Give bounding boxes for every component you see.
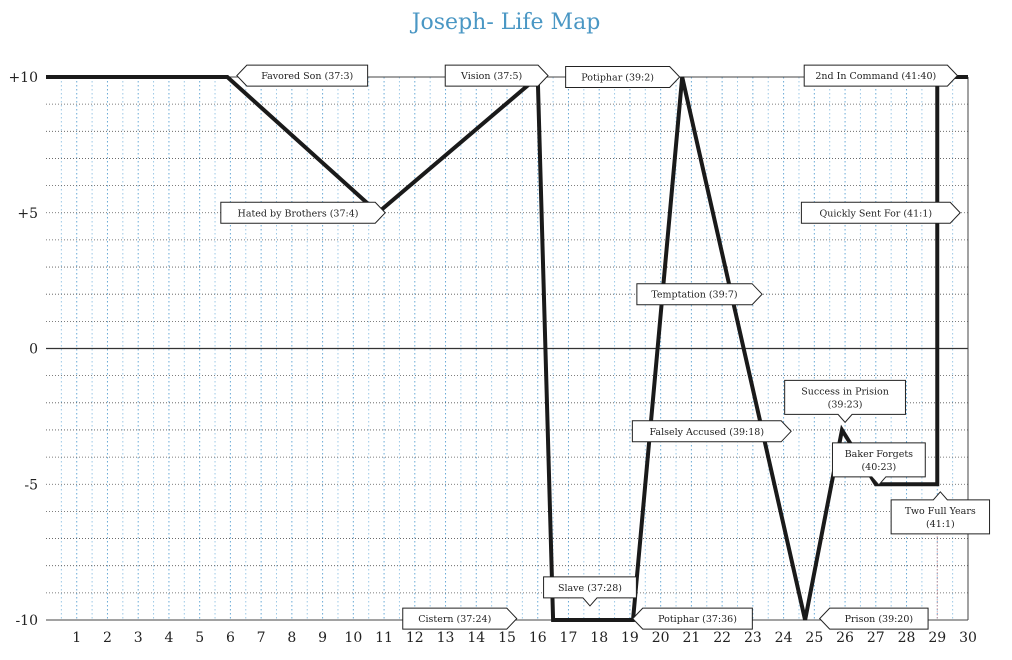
callout-label: (41:1) xyxy=(926,519,955,530)
callout-label: Quickly Sent For (41:1) xyxy=(819,208,932,219)
callout-box xyxy=(631,420,792,443)
annotation-callout: Falsely Accused (39:18) xyxy=(631,420,792,443)
callout-label: Slave (37:28) xyxy=(558,583,622,594)
annotation-callout: Cistern (37:24) xyxy=(402,607,518,630)
x-tick-label: 13 xyxy=(437,630,455,646)
x-tick-label: 5 xyxy=(195,630,204,646)
callout-box xyxy=(636,283,763,306)
callout-box xyxy=(784,379,906,424)
annotation-callout: Quickly Sent For (41:1) xyxy=(800,201,961,224)
callout-box xyxy=(831,442,926,486)
callout-box xyxy=(803,64,959,87)
axis-layer: +10+50-5-101 2 3 4 5 6 7 8 9 10 11 12 13 14 15 16 17 18 19… xyxy=(8,70,976,646)
y-tick-label: -5 xyxy=(24,477,38,493)
x-tick-label: 10 xyxy=(344,630,362,646)
callout-box xyxy=(444,64,549,87)
x-tick-label: 1 xyxy=(72,630,81,646)
x-tick-label: 14 xyxy=(467,630,485,646)
x-tick-label: 29 xyxy=(928,630,946,646)
callout-label: Hated by Brothers (37:4) xyxy=(238,208,359,219)
x-tick-label: 16 xyxy=(529,630,547,646)
annotation-callout: Vision (37:5) xyxy=(444,64,549,87)
callout-box xyxy=(220,201,386,224)
callout-box xyxy=(543,576,637,607)
callout-label: Two Full Years xyxy=(905,506,976,517)
callout-box xyxy=(565,66,681,88)
x-tick-label: 27 xyxy=(867,630,885,646)
annotation-callout: Two Full Years (41:1) xyxy=(890,491,991,535)
x-tick-label: 24 xyxy=(775,630,793,646)
x-tick-label: 7 xyxy=(257,630,266,646)
callout-label: Vision (37:5) xyxy=(460,71,522,82)
y-tick-label: +5 xyxy=(17,206,38,222)
x-tick-label: 18 xyxy=(590,630,608,646)
x-tick-label: 2 xyxy=(103,630,112,646)
annotation-callout: Baker Forgets (40:23) xyxy=(831,442,926,486)
x-tick-label: 28 xyxy=(898,630,916,646)
x-tick-label: 17 xyxy=(560,630,578,646)
x-tick-label: 21 xyxy=(682,630,700,646)
annotation-callout: Success in Prision (39:23) xyxy=(784,379,906,424)
x-tick-label: 9 xyxy=(318,630,327,646)
annotation-callout: 2nd In Command (41:40) xyxy=(803,64,959,87)
y-tick-label: -10 xyxy=(15,613,38,629)
callout-label: Favored Son (37:3) xyxy=(261,71,353,82)
annotation-layer: Favored Son (37:3) Vision (37:5) Potiphar … xyxy=(220,64,991,630)
callout-box xyxy=(818,607,929,630)
x-tick-label: 8 xyxy=(287,630,296,646)
annotation-callout: Favored Son (37:3) xyxy=(236,64,369,87)
y-tick-label: 0 xyxy=(29,342,38,358)
x-tick-label: 19 xyxy=(621,630,639,646)
x-tick-label: 26 xyxy=(836,630,854,646)
annotation-callout: Prison (39:20) xyxy=(818,607,929,630)
x-tick-label: 4 xyxy=(164,630,173,646)
x-tick-label: 20 xyxy=(652,630,670,646)
callout-label: Temptation (39:7) xyxy=(651,290,737,301)
callout-label: Falsely Accused (39:18) xyxy=(649,427,764,438)
x-tick-label: 30 xyxy=(959,630,977,646)
callout-box xyxy=(800,201,961,224)
callout-label: Potiphar (37:36) xyxy=(658,614,737,625)
callout-label: Success in Prision xyxy=(801,386,889,397)
callout-label: Potiphar (39:2) xyxy=(581,73,654,84)
x-tick-label: 23 xyxy=(744,630,762,646)
x-tick-label: 22 xyxy=(713,630,731,646)
x-tick-label: 6 xyxy=(226,630,235,646)
callout-box xyxy=(236,64,369,87)
annotation-callout: Potiphar (37:36) xyxy=(632,607,753,630)
chart-title: Joseph- Life Map xyxy=(411,10,601,35)
callout-label: Cistern (37:24) xyxy=(418,614,491,625)
annotation-callout: Temptation (39:7) xyxy=(636,283,763,306)
x-tick-label: 3 xyxy=(134,630,143,646)
callout-label: Prison (39:20) xyxy=(845,614,914,625)
x-tick-label: 15 xyxy=(498,630,516,646)
callout-box xyxy=(632,607,753,630)
callout-label: 2nd In Command (41:40) xyxy=(815,71,936,82)
annotation-callout: Hated by Brothers (37:4) xyxy=(220,201,386,224)
callout-label: (40:23) xyxy=(861,462,896,473)
callout-label: Baker Forgets xyxy=(845,449,913,460)
callout-label: (39:23) xyxy=(828,399,863,410)
callout-box xyxy=(402,607,518,630)
annotation-callout: Slave (37:28) xyxy=(543,576,637,607)
x-tick-label: 12 xyxy=(406,630,424,646)
annotation-callout: Potiphar (39:2) xyxy=(565,66,681,88)
y-tick-label: +10 xyxy=(8,70,38,86)
x-tick-label: 11 xyxy=(375,630,393,646)
x-tick-label: 25 xyxy=(805,630,823,646)
callout-box xyxy=(890,491,991,535)
